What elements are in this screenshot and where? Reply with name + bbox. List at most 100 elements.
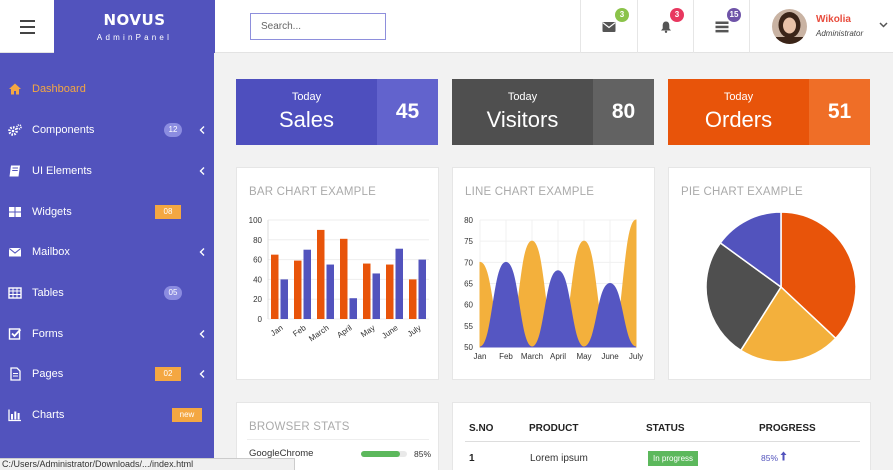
list-icon <box>715 21 728 32</box>
y-tick-label: 60 <box>253 256 262 265</box>
stat-card-label-area: Today Visitors <box>452 79 593 145</box>
bar <box>280 279 288 319</box>
stat-card-sales[interactable]: Today Sales 45 <box>236 79 438 145</box>
brand-logo[interactable]: NOVUS AdminPanel <box>54 0 215 53</box>
components-count-badge: 12 <box>164 123 182 137</box>
x-tick-label: July <box>629 352 643 361</box>
sidebar-item-widgets[interactable]: Widgets 08 <box>0 192 214 232</box>
y-tick-label: 60 <box>464 301 473 310</box>
chevron-left-icon <box>199 248 205 256</box>
table-header-status: STATUS <box>646 423 685 434</box>
pie-slice <box>739 285 837 363</box>
bar <box>363 263 371 319</box>
progress-fill <box>361 451 401 457</box>
bell-icon <box>660 21 671 33</box>
browser-name: GoogleChrome <box>249 448 314 459</box>
bar <box>340 238 348 319</box>
hamburger-icon <box>19 19 35 22</box>
search-input[interactable] <box>250 13 386 40</box>
stat-period: Today <box>723 91 754 103</box>
chevron-left-icon <box>199 167 205 175</box>
table-icon <box>8 287 22 299</box>
avatar <box>772 9 807 44</box>
chevron-down-icon <box>879 22 888 28</box>
y-tick-label: 80 <box>253 236 262 245</box>
stat-card-visitors[interactable]: Today Visitors 80 <box>452 79 654 145</box>
chevron-left-icon <box>199 330 205 338</box>
bar <box>372 273 380 319</box>
charts-new-badge: new <box>172 408 202 422</box>
sidebar-item-label: Widgets <box>32 206 72 218</box>
y-tick-label: 40 <box>253 275 262 284</box>
envelope-icon <box>602 21 616 32</box>
user-name: Wikolia <box>816 14 851 25</box>
arrow-up-icon <box>780 451 787 461</box>
check-square-icon <box>8 328 22 340</box>
sidebar-item-mailbox[interactable]: Mailbox <box>0 232 214 272</box>
sidebar-item-forms[interactable]: Forms <box>0 314 214 354</box>
stat-value: 80 <box>593 79 654 145</box>
chevron-left-icon <box>199 370 205 378</box>
bar-chart-icon <box>8 409 21 422</box>
bar <box>395 248 403 319</box>
row-progress: 85% <box>761 453 779 463</box>
stat-title: Sales <box>278 107 335 132</box>
y-tick-label: 0 <box>258 315 263 324</box>
stat-card-orders[interactable]: Today Orders 51 <box>668 79 870 145</box>
stat-card-label-area: Today Sales <box>236 79 377 145</box>
user-menu[interactable]: Wikolia Administrator <box>749 0 893 53</box>
x-tick-label: March <box>521 352 543 361</box>
sidebar-item-dashboard[interactable]: Dashboard <box>0 69 214 109</box>
y-tick-label: 80 <box>464 216 473 225</box>
stat-title: Orders <box>704 107 773 132</box>
x-tick-label: May <box>359 323 377 339</box>
progress-track <box>361 451 407 457</box>
pie-chart-panel: PIE CHART EXAMPLE <box>668 167 871 380</box>
top-bar: NOVUS AdminPanel 3 3 15 <box>0 0 893 53</box>
divider <box>247 439 429 440</box>
bar <box>418 259 426 319</box>
panel-title: BAR CHART EXAMPLE <box>249 186 376 198</box>
brand-name: NOVUS <box>103 11 166 29</box>
stat-title: Visitors <box>486 107 559 132</box>
sidebar-item-components[interactable]: Components 12 <box>0 110 214 150</box>
user-role: Administrator <box>816 29 864 38</box>
bar-chart: 0 20 40 60 80 100 Jan Feb March April May June July <box>249 216 429 343</box>
envelope-icon <box>8 248 22 257</box>
stat-period: Today <box>507 91 538 103</box>
sidebar-item-pages[interactable]: Pages 02 <box>0 354 214 394</box>
bar <box>349 298 357 319</box>
x-tick-label: July <box>406 323 423 339</box>
y-tick-label: 50 <box>464 343 473 352</box>
mail-notifications-button[interactable]: 3 <box>580 0 637 53</box>
bar <box>317 229 325 319</box>
sidebar-item-ui-elements[interactable]: UI Elements <box>0 151 214 191</box>
y-tick-label: 100 <box>249 216 263 225</box>
sidebar: Dashboard Components 12 UI Elements Widg… <box>0 53 214 470</box>
bar-chart-panel: BAR CHART EXAMPLE 0 20 40 60 80 100 Jan Feb Marc… <box>236 167 439 380</box>
bar <box>409 279 417 319</box>
panel-title: BROWSER STATS <box>249 421 350 433</box>
sidebar-item-label: Pages <box>32 368 64 380</box>
alerts-button[interactable]: 3 <box>637 0 693 53</box>
menu-toggle-button[interactable] <box>0 0 54 53</box>
sidebar-item-charts[interactable]: Charts new <box>0 395 214 435</box>
bar <box>271 254 279 319</box>
x-tick-label: March <box>307 323 330 343</box>
book-icon <box>9 165 20 177</box>
x-tick-label: Jan <box>269 323 285 338</box>
x-tick-label: April <box>335 323 353 340</box>
y-tick-label: 65 <box>464 280 473 289</box>
y-tick-label: 75 <box>464 237 473 246</box>
browser-stats-panel: BROWSER STATS GoogleChrome 85% <box>236 402 439 470</box>
sidebar-item-tables[interactable]: Tables 05 <box>0 273 214 313</box>
line-chart-panel: LINE CHART EXAMPLE 50 55 60 65 70 75 80 Jan Feb M… <box>452 167 655 380</box>
tasks-button[interactable]: 15 <box>693 0 749 53</box>
bar <box>386 264 394 319</box>
tasks-count-badge: 15 <box>727 8 741 22</box>
x-tick-label: Feb <box>291 323 308 339</box>
row-product: Lorem ipsum <box>530 453 588 464</box>
stat-value: 51 <box>809 79 870 145</box>
home-icon <box>9 83 21 95</box>
panel-title: PIE CHART EXAMPLE <box>681 186 803 198</box>
